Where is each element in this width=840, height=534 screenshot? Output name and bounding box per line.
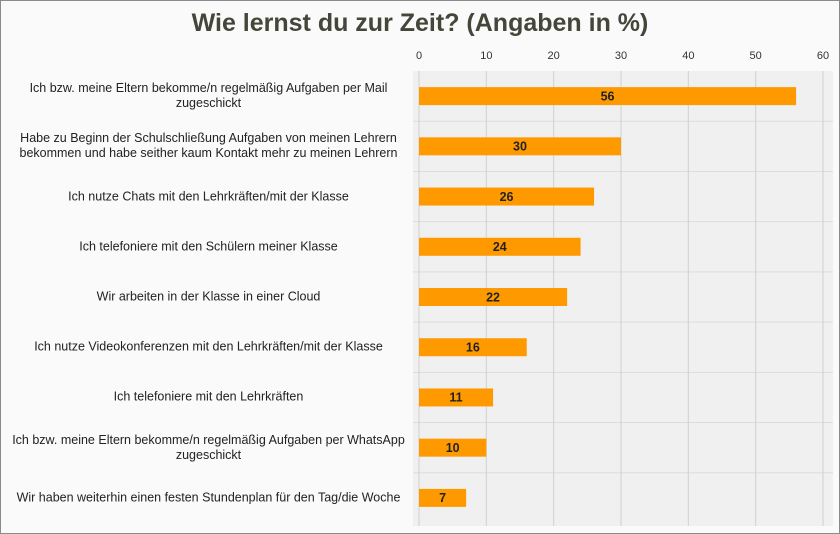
bar (419, 187, 595, 206)
bar (419, 237, 581, 256)
category-label: Habe zu Beginn der Schulschließung Aufga… (19, 131, 398, 161)
x-tick-label: 0 (416, 50, 422, 62)
x-tick-label: 10 (480, 50, 492, 62)
bar (419, 438, 487, 457)
chart-title: Wie lernst du zur Zeit? (Angaben in %) (191, 9, 649, 37)
bar (419, 338, 527, 357)
value-label: 10 (446, 441, 460, 455)
value-label: 56 (601, 89, 615, 103)
value-label: 30 (513, 140, 527, 154)
category-label: Wir haben weiterhin einen festen Stunden… (16, 490, 401, 505)
value-label: 7 (439, 491, 446, 505)
x-tick-label: 50 (750, 50, 762, 62)
category-label: Ich telefoniere mit den Lehrkräften (113, 389, 304, 404)
bar (419, 87, 797, 106)
x-tick-label: 30 (615, 50, 627, 62)
category-label: Ich telefoniere mit den Schülern meiner … (79, 239, 338, 254)
category-label: Ich nutze Videokonferenzen mit den Lehrk… (34, 339, 383, 354)
bar (419, 137, 621, 156)
category-label: Ich bzw. meine Eltern bekomme/n regelmäß… (29, 81, 388, 111)
x-tick-label: 20 (548, 50, 560, 62)
bar (419, 488, 467, 507)
value-label: 22 (486, 290, 500, 304)
category-label: Ich bzw. meine Eltern bekomme/n regelmäß… (12, 432, 405, 462)
x-tick-label: 60 (817, 50, 829, 62)
category-label: Wir arbeiten in der Klasse in einer Clou… (96, 289, 321, 304)
value-label: 16 (466, 341, 480, 355)
value-label: 24 (493, 240, 507, 254)
x-tick-label: 40 (682, 50, 694, 62)
category-label: Ich nutze Chats mit den Lehrkräften/mit … (68, 189, 349, 204)
bar (419, 388, 494, 407)
bar (419, 288, 568, 306)
value-label: 11 (449, 391, 462, 405)
value-label: 26 (500, 190, 514, 204)
